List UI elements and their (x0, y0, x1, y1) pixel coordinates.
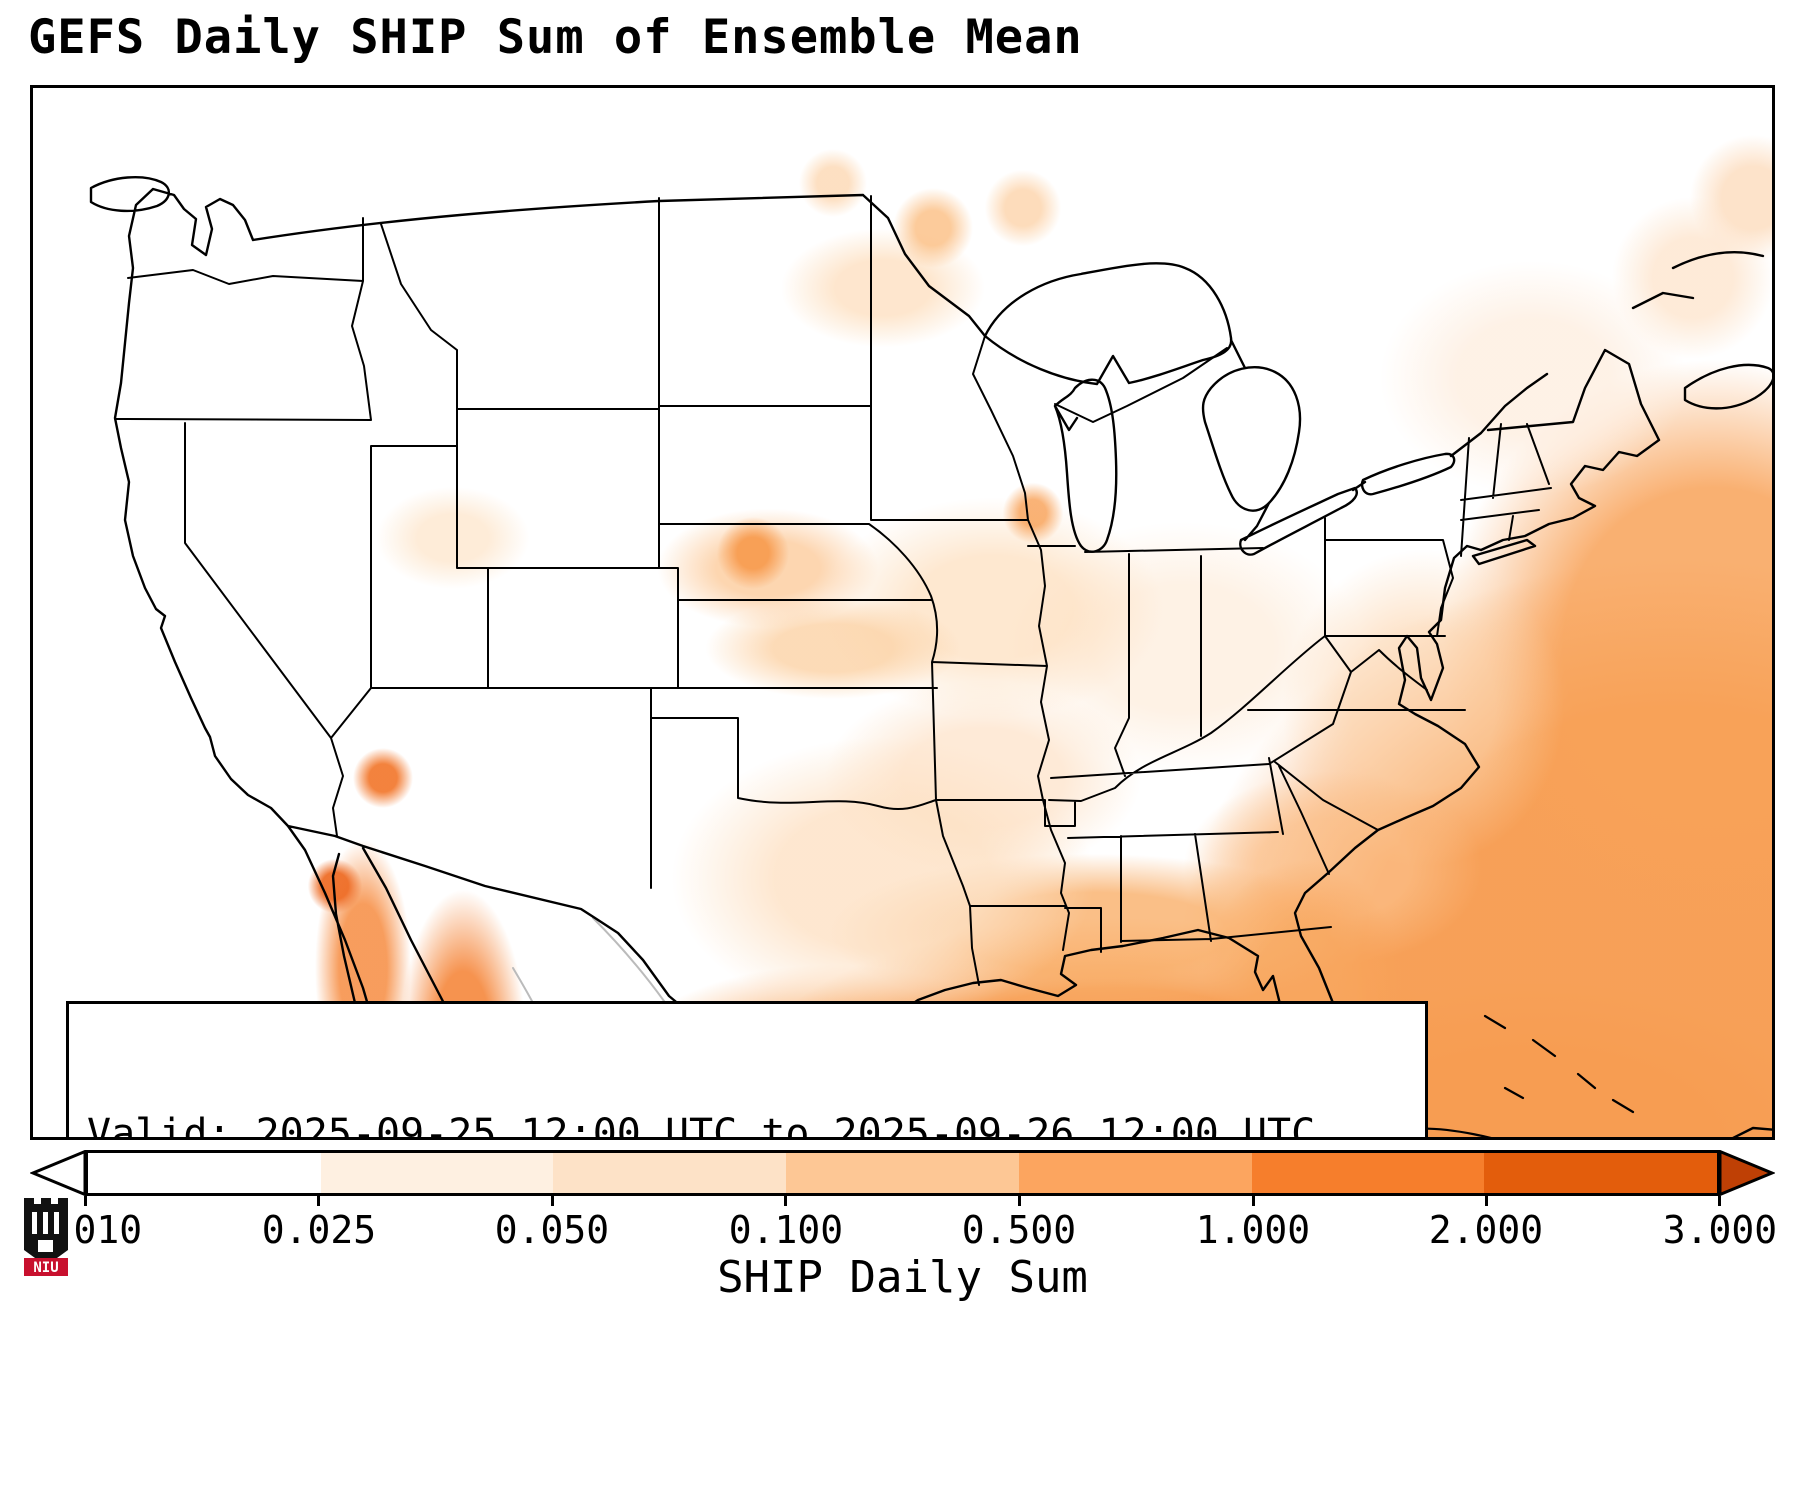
colorbar-segment (553, 1153, 787, 1193)
colorbar-tick (1485, 1196, 1488, 1206)
plot-title: GEFS Daily SHIP Sum of Ensemble Mean (28, 10, 1083, 65)
colorbar-tick-label: 2.000 (1428, 1208, 1544, 1252)
map-canvas: Valid: 2025-09-25 12:00 UTC to 2025-09-2… (30, 85, 1775, 1140)
colorbar-under-arrow-icon (30, 1150, 85, 1196)
colorbar-segment (1251, 1153, 1485, 1193)
niu-logo-text: NIU (33, 1260, 58, 1276)
colorbar-tick-label: 0.050 (494, 1208, 610, 1252)
colorbar-segment (1484, 1153, 1718, 1193)
great-lakes (983, 262, 1456, 556)
colorbar-over-arrow-icon (1720, 1150, 1775, 1196)
colorbar-tick (1718, 1196, 1721, 1206)
colorbar-segment (786, 1153, 1019, 1193)
niu-banner (24, 1258, 68, 1276)
map-linework (89, 176, 1772, 1137)
colorbar-tick (1018, 1196, 1021, 1206)
niu-logo: NIU (24, 1198, 68, 1276)
colorbar-segment (320, 1153, 554, 1193)
colorbar-tick-label: 0.100 (728, 1208, 844, 1252)
colorbar-tick-label: 3.000 (1662, 1208, 1778, 1252)
valid-run-info-box: Valid: 2025-09-25 12:00 UTC to 2025-09-2… (66, 1001, 1428, 1140)
colorbar-tick-label: 0.500 (961, 1208, 1077, 1252)
colorbar (30, 1150, 1775, 1196)
colorbar-tick (317, 1196, 320, 1206)
colorbar-bar (85, 1150, 1720, 1196)
colorbar-segment (88, 1153, 321, 1193)
ship-shading-layer (33, 88, 1772, 1137)
colorbar-tick (551, 1196, 554, 1206)
valid-text: Valid: 2025-09-25 12:00 UTC to 2025-09-2… (87, 1110, 1316, 1140)
colorbar-axis-label: SHIP Daily Sum (717, 1252, 1088, 1303)
colorbar-tick (1252, 1196, 1255, 1206)
colorbar-segment (1018, 1153, 1252, 1193)
colorbar-tick-label: 0.025 (261, 1208, 377, 1252)
colorbar-tick (784, 1196, 787, 1206)
colorbar-tick-label: 1.000 (1195, 1208, 1311, 1252)
state-borders (114, 195, 1552, 986)
colorbar-tick (84, 1196, 87, 1206)
caribbean-coastline (1251, 1014, 1635, 1137)
